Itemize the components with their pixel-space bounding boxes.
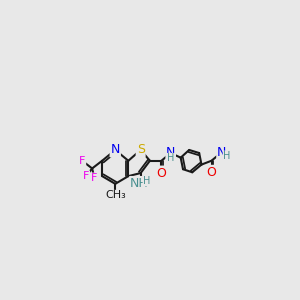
Text: H: H: [223, 151, 231, 161]
Text: O: O: [157, 167, 166, 180]
Text: CH₃: CH₃: [105, 190, 126, 200]
Text: F: F: [91, 173, 98, 184]
Text: S: S: [137, 143, 145, 157]
Text: NH: NH: [130, 177, 148, 190]
Text: N: N: [111, 143, 120, 157]
Text: O: O: [207, 166, 216, 179]
Text: N: N: [166, 146, 175, 159]
Text: F: F: [83, 171, 89, 181]
Text: N: N: [217, 146, 226, 159]
Text: F: F: [79, 156, 85, 166]
Text: H: H: [167, 153, 174, 164]
Text: H: H: [143, 176, 151, 186]
